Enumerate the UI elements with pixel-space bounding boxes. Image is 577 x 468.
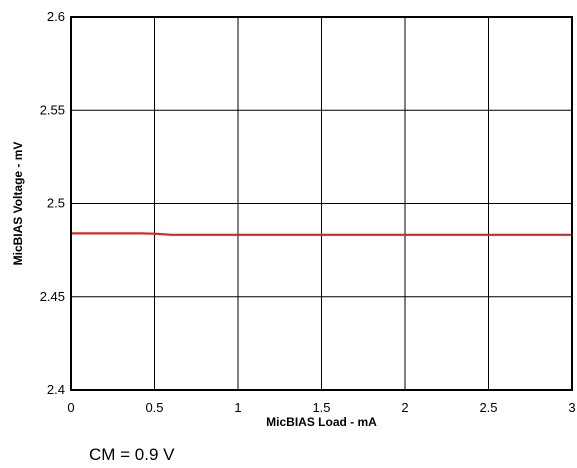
x-tick-label: 2.5 [479, 400, 497, 415]
x-tick-label: 2 [401, 400, 408, 415]
y-tick-label: 2.55 [40, 102, 65, 117]
grid-lines [71, 17, 572, 390]
series-lines [71, 232, 572, 236]
plot-frame [70, 16, 573, 391]
condition-note: CM = 0.9 V [89, 445, 175, 464]
y-axis-title: MicBIAS Voltage - mV [11, 142, 25, 266]
x-tick-label: 0 [67, 400, 74, 415]
x-tick-labels: 0 0.5 1 1.5 2 2.5 3 [67, 400, 575, 415]
y-tick-label: 2.6 [47, 9, 65, 24]
x-tick-label: 1 [234, 400, 241, 415]
x-tick-label: 0.5 [145, 400, 163, 415]
x-tick-label: 3 [568, 400, 575, 415]
x-tick-label: 1.5 [312, 400, 330, 415]
x-axis-title: MicBIAS Load - mA [266, 415, 377, 429]
y-tick-label: 2.5 [47, 196, 65, 211]
series-line [71, 232, 572, 236]
y-tick-label: 2.4 [47, 382, 65, 397]
y-tick-label: 2.45 [40, 289, 65, 304]
y-tick-labels: 2.4 2.45 2.5 2.55 2.6 [40, 9, 65, 397]
